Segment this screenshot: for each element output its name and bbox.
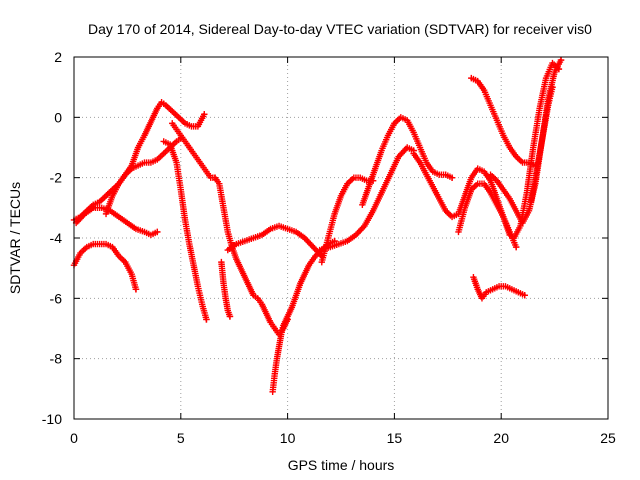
data-point [555,65,563,73]
y-tick-labels: -10 -8 -6 -4 -2 0 2 [42,49,62,427]
data-series [211,174,291,338]
x-tick-label: 25 [600,430,616,446]
data-point [448,174,456,181]
x-tick-label: 15 [387,430,403,446]
data-point [557,56,565,64]
data-series [455,180,520,251]
data-series [510,59,563,242]
y-axis-label: SDTVAR / TECUs [7,182,23,294]
grid [74,57,608,419]
axis-ticks [73,56,609,420]
data-series [224,222,325,260]
x-tick-label: 20 [493,430,509,446]
x-axis-label: GPS time / hours [288,457,395,473]
y-tick-label: -2 [50,170,63,186]
data-series [527,83,556,205]
data-point [203,316,210,323]
data-point [521,292,528,299]
y-tick-label: -6 [50,290,63,306]
data-point [132,286,140,293]
data-series [269,237,338,396]
x-tick-label: 10 [280,430,296,446]
data-series [70,240,140,293]
data-point [226,313,234,320]
data-point [549,83,556,91]
data-point [201,111,208,118]
data-point [512,243,520,251]
y-tick-label: 2 [54,49,62,65]
y-tick-label: 0 [54,109,62,125]
data-series [218,258,234,320]
y-tick-label: -8 [50,351,63,367]
y-tick-label: -10 [42,411,62,427]
chart-title: Day 170 of 2014, Sidereal Day-to-day VTE… [88,21,592,37]
data-series [359,114,456,209]
data-point [154,228,161,236]
x-tick-label: 0 [70,430,78,446]
y-tick-label: -4 [50,230,63,246]
data-series [160,138,210,323]
data-series [72,204,161,239]
x-tick-label: 5 [177,430,185,446]
data-series [470,274,528,302]
data-points [70,56,565,396]
x-tick-labels: 0 5 10 15 20 25 [70,430,616,446]
data-series [468,74,539,169]
